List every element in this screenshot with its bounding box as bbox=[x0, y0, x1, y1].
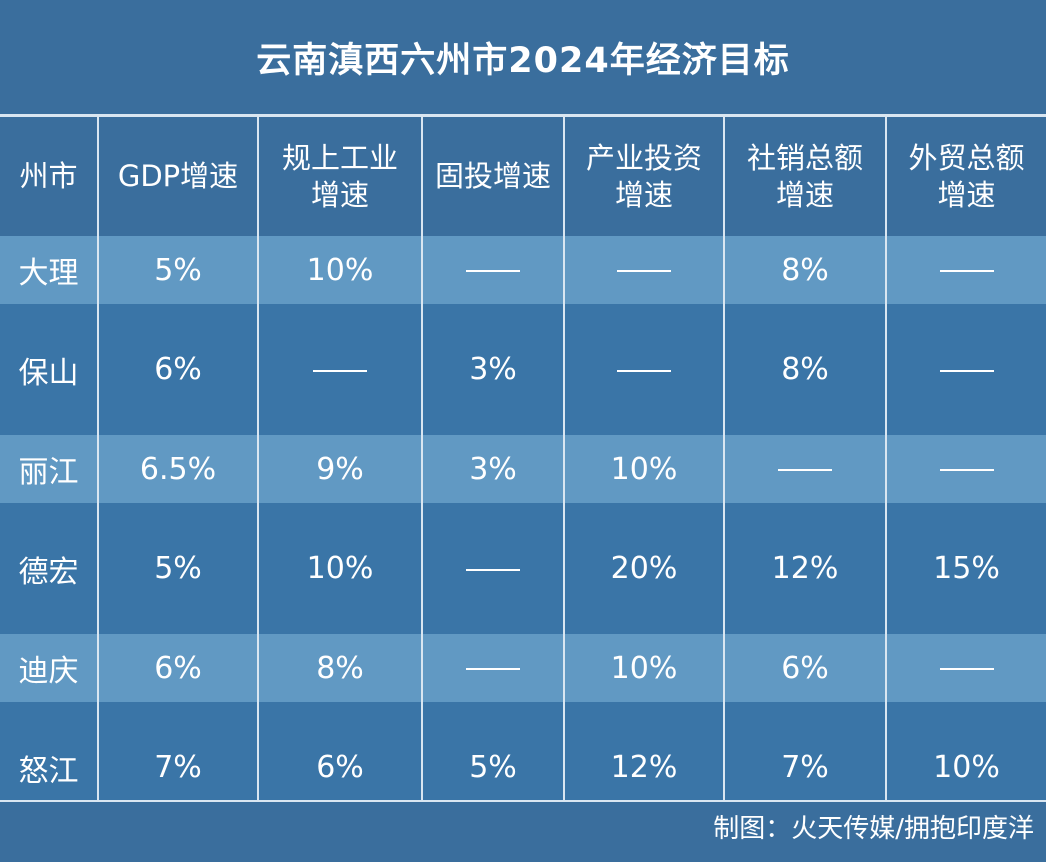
value-cell: 8% bbox=[723, 236, 886, 304]
value-cell bbox=[257, 304, 422, 435]
table-title: 云南滇西六州市2024年经济目标 bbox=[0, 0, 1046, 114]
footer-bar bbox=[0, 800, 1046, 862]
table-row: 大理 5% 10% 8% bbox=[0, 236, 1046, 304]
value-cell: 9% bbox=[257, 435, 422, 503]
title-divider bbox=[0, 114, 1046, 117]
footer-divider bbox=[0, 800, 1046, 802]
header-cell: 外贸总额 增速 bbox=[885, 117, 1046, 236]
city-cell: 保山 bbox=[0, 304, 98, 435]
value-cell bbox=[563, 304, 724, 435]
value-cell: 6.5% bbox=[97, 435, 258, 503]
header-cell: 产业投资 增速 bbox=[563, 117, 724, 236]
header-label: GDP增速 bbox=[117, 159, 239, 193]
header-row: 州市 GDP增速 规上工业 增速 固投增速 产业投资 增速 社销总额 增速 外贸… bbox=[0, 117, 1046, 236]
value-cell bbox=[885, 435, 1046, 503]
empty-dash bbox=[617, 270, 671, 272]
value-cell bbox=[885, 634, 1046, 702]
value-cell: 20% bbox=[563, 503, 724, 634]
header-label: 外贸总额 增速 bbox=[908, 140, 1025, 212]
header-label: 社销总额 增速 bbox=[746, 140, 863, 212]
city-cell: 迪庆 bbox=[0, 634, 98, 702]
header-cell: 固投增速 bbox=[421, 117, 564, 236]
table-row: 德宏 5% 10% 20% 12% 15% bbox=[0, 503, 1046, 634]
value-cell bbox=[421, 503, 564, 634]
header-cell: 规上工业 增速 bbox=[257, 117, 422, 236]
empty-dash bbox=[939, 369, 994, 372]
header-cell: 州市 bbox=[0, 117, 98, 236]
value-cell: 5% bbox=[97, 236, 258, 304]
value-cell: 3% bbox=[421, 304, 564, 435]
value-cell: 8% bbox=[257, 634, 422, 702]
economic-targets-table: 州市 GDP增速 规上工业 增速 固投增速 产业投资 增速 社销总额 增速 外贸… bbox=[0, 117, 1046, 833]
value-cell: 10% bbox=[257, 236, 422, 304]
city-cell: 大理 bbox=[0, 236, 98, 304]
value-cell bbox=[421, 236, 564, 304]
empty-dash bbox=[313, 369, 367, 372]
table-row: 迪庆 6% 8% 10% 6% bbox=[0, 634, 1046, 702]
value-cell: 6% bbox=[723, 634, 886, 702]
value-cell bbox=[563, 236, 724, 304]
value-cell: 10% bbox=[257, 503, 422, 634]
empty-dash bbox=[939, 668, 994, 670]
value-cell bbox=[421, 634, 564, 702]
header-label: 固投增速 bbox=[434, 159, 551, 193]
value-cell: 6% bbox=[97, 304, 258, 435]
value-cell bbox=[885, 236, 1046, 304]
value-cell: 10% bbox=[563, 435, 724, 503]
header-label: 产业投资 增速 bbox=[585, 140, 702, 212]
table-row: 丽江 6.5% 9% 3% 10% bbox=[0, 435, 1046, 503]
empty-dash bbox=[466, 668, 520, 670]
header-label: 州市 bbox=[19, 159, 78, 193]
city-cell: 丽江 bbox=[0, 435, 98, 503]
value-cell: 12% bbox=[723, 503, 886, 634]
city-cell: 德宏 bbox=[0, 503, 98, 634]
header-label: 规上工业 增速 bbox=[281, 140, 398, 212]
credit-text: 制图：火天传媒/拥抱印度洋 bbox=[713, 814, 1034, 844]
empty-dash bbox=[466, 568, 520, 571]
empty-dash bbox=[939, 469, 994, 471]
value-cell bbox=[885, 304, 1046, 435]
value-cell bbox=[723, 435, 886, 503]
header-cell: 社销总额 增速 bbox=[723, 117, 886, 236]
value-cell: 15% bbox=[885, 503, 1046, 634]
table-row: 保山 6% 3% 8% bbox=[0, 304, 1046, 435]
value-cell: 3% bbox=[421, 435, 564, 503]
header-cell: GDP增速 bbox=[97, 117, 258, 236]
empty-dash bbox=[939, 270, 994, 272]
value-cell: 6% bbox=[97, 634, 258, 702]
empty-dash bbox=[778, 469, 832, 471]
empty-dash bbox=[617, 369, 671, 372]
empty-dash bbox=[466, 270, 520, 272]
value-cell: 8% bbox=[723, 304, 886, 435]
value-cell: 5% bbox=[97, 503, 258, 634]
value-cell: 10% bbox=[563, 634, 724, 702]
